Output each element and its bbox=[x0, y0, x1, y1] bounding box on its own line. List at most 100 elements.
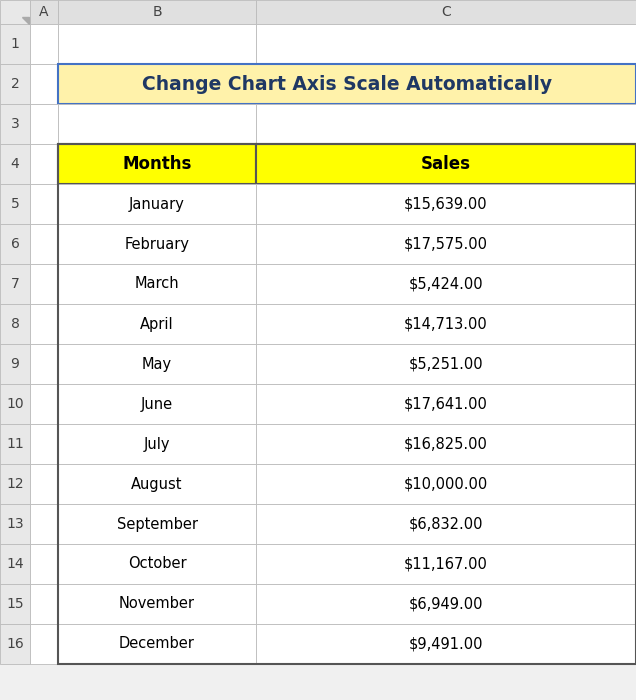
Bar bbox=[30, 624, 58, 664]
Bar bbox=[58, 424, 256, 464]
Bar bbox=[256, 344, 636, 384]
Bar bbox=[0, 584, 30, 624]
Text: Sales: Sales bbox=[421, 155, 471, 173]
Bar bbox=[0, 144, 30, 184]
Text: 3: 3 bbox=[11, 117, 19, 131]
Bar bbox=[58, 384, 256, 424]
Bar bbox=[256, 624, 636, 664]
Text: $5,251.00: $5,251.00 bbox=[409, 356, 483, 372]
Bar bbox=[256, 424, 636, 464]
Text: May: May bbox=[142, 356, 172, 372]
Bar bbox=[256, 464, 636, 504]
Bar bbox=[58, 464, 256, 504]
Bar bbox=[0, 624, 30, 664]
Text: December: December bbox=[119, 636, 195, 652]
Text: B: B bbox=[152, 5, 162, 19]
Bar bbox=[256, 544, 636, 584]
Text: A: A bbox=[39, 5, 49, 19]
Bar bbox=[30, 344, 58, 384]
Text: 14: 14 bbox=[6, 557, 24, 571]
Bar bbox=[0, 464, 30, 504]
Bar bbox=[0, 224, 30, 264]
Bar bbox=[30, 544, 58, 584]
Text: April: April bbox=[140, 316, 174, 332]
Text: 11: 11 bbox=[6, 437, 24, 451]
Bar bbox=[256, 304, 636, 344]
Bar bbox=[0, 264, 30, 304]
Bar bbox=[58, 24, 256, 64]
Bar bbox=[58, 104, 256, 144]
Bar bbox=[30, 504, 58, 544]
Bar bbox=[58, 144, 256, 184]
Bar bbox=[256, 224, 636, 264]
Text: $14,713.00: $14,713.00 bbox=[404, 316, 488, 332]
Text: 5: 5 bbox=[11, 197, 19, 211]
Text: 15: 15 bbox=[6, 597, 24, 611]
Text: $5,424.00: $5,424.00 bbox=[409, 276, 483, 291]
Bar bbox=[256, 184, 636, 224]
Text: $6,832.00: $6,832.00 bbox=[409, 517, 483, 531]
Text: $17,575.00: $17,575.00 bbox=[404, 237, 488, 251]
Bar bbox=[58, 264, 256, 304]
Bar bbox=[58, 584, 256, 624]
Bar bbox=[0, 24, 30, 64]
Text: 1: 1 bbox=[11, 37, 20, 51]
Bar bbox=[58, 64, 636, 104]
Text: November: November bbox=[119, 596, 195, 612]
Bar bbox=[58, 304, 256, 344]
Bar bbox=[30, 0, 58, 24]
Bar bbox=[30, 24, 58, 64]
Text: Change Chart Axis Scale Automatically: Change Chart Axis Scale Automatically bbox=[142, 74, 552, 94]
Bar bbox=[0, 184, 30, 224]
Bar bbox=[30, 384, 58, 424]
Text: 13: 13 bbox=[6, 517, 24, 531]
Bar bbox=[0, 104, 30, 144]
Text: 9: 9 bbox=[11, 357, 20, 371]
Bar bbox=[0, 0, 30, 24]
Bar bbox=[0, 504, 30, 544]
Bar bbox=[0, 304, 30, 344]
Text: February: February bbox=[125, 237, 190, 251]
Text: October: October bbox=[128, 556, 186, 571]
Bar bbox=[0, 384, 30, 424]
Bar bbox=[256, 24, 636, 64]
Text: $11,167.00: $11,167.00 bbox=[404, 556, 488, 571]
Bar bbox=[30, 144, 58, 184]
Bar bbox=[30, 304, 58, 344]
Bar bbox=[256, 144, 636, 184]
Text: $17,641.00: $17,641.00 bbox=[404, 396, 488, 412]
Text: 16: 16 bbox=[6, 637, 24, 651]
Bar bbox=[30, 464, 58, 504]
Bar bbox=[30, 224, 58, 264]
Bar bbox=[58, 544, 256, 584]
Text: 4: 4 bbox=[11, 157, 19, 171]
Text: 6: 6 bbox=[11, 237, 20, 251]
Bar bbox=[256, 264, 636, 304]
Bar bbox=[256, 0, 636, 24]
Text: $10,000.00: $10,000.00 bbox=[404, 477, 488, 491]
Polygon shape bbox=[22, 17, 29, 24]
Text: June: June bbox=[141, 396, 173, 412]
Text: August: August bbox=[131, 477, 183, 491]
Text: 10: 10 bbox=[6, 397, 24, 411]
Text: $6,949.00: $6,949.00 bbox=[409, 596, 483, 612]
Bar bbox=[30, 264, 58, 304]
Text: C: C bbox=[441, 5, 451, 19]
Text: 12: 12 bbox=[6, 477, 24, 491]
Bar bbox=[256, 584, 636, 624]
Text: $16,825.00: $16,825.00 bbox=[404, 437, 488, 452]
Bar bbox=[30, 584, 58, 624]
Bar bbox=[30, 64, 58, 104]
Text: 7: 7 bbox=[11, 277, 19, 291]
Bar bbox=[30, 184, 58, 224]
Bar bbox=[58, 184, 256, 224]
Text: September: September bbox=[116, 517, 198, 531]
Bar bbox=[0, 344, 30, 384]
Bar bbox=[58, 144, 636, 664]
Bar bbox=[0, 424, 30, 464]
Bar bbox=[58, 624, 256, 664]
Text: $9,491.00: $9,491.00 bbox=[409, 636, 483, 652]
Text: January: January bbox=[129, 197, 185, 211]
Bar bbox=[58, 344, 256, 384]
Text: July: July bbox=[144, 437, 170, 452]
